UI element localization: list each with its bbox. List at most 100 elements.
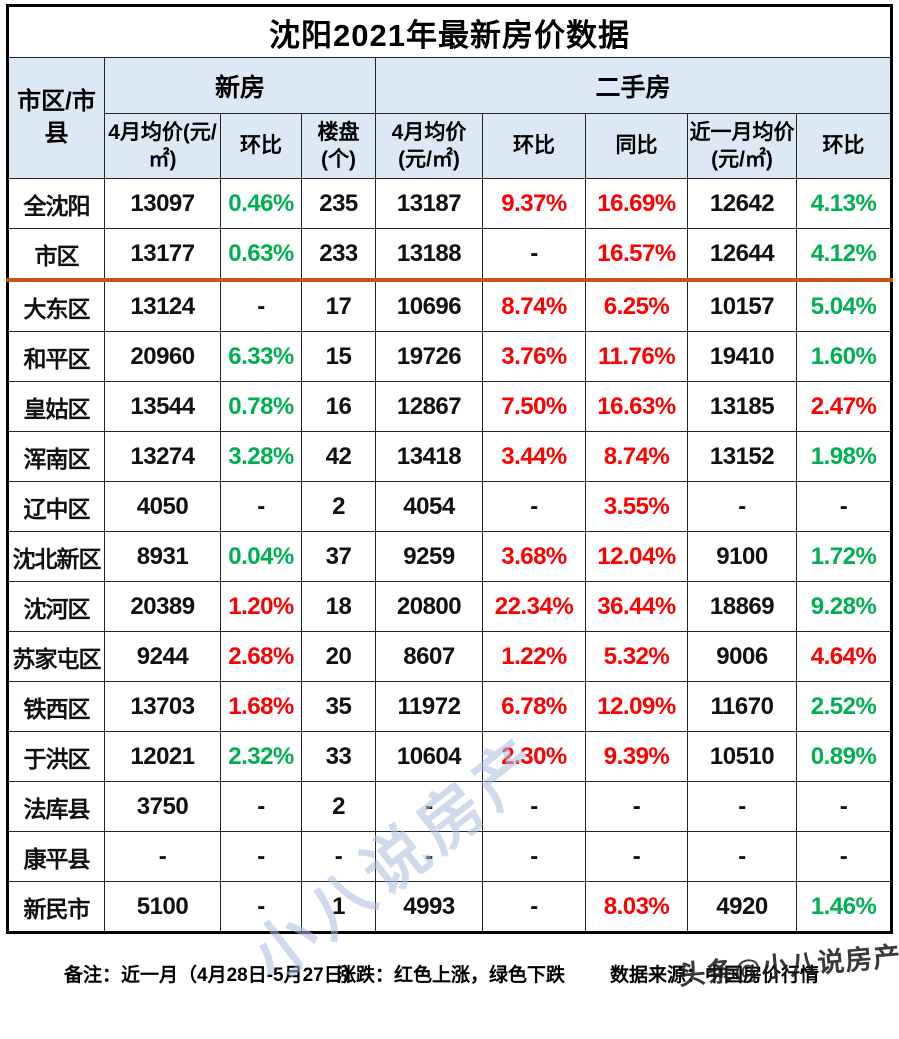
data-cell: 5.32% [585, 631, 688, 682]
data-cell: 2.47% [795, 381, 893, 432]
data-cell: 4920 [687, 881, 797, 933]
table-row: 辽中区 4050-2 4054-3.55% - - [7, 481, 893, 532]
region-name: 全沈阳 [7, 178, 105, 229]
column-header-row: 4月均价(元/㎡) 环比 楼盘(个) 4月均价(元/㎡) 环比 同比 近一月均价(元/㎡) 环… [8, 113, 893, 179]
region-name: 辽中区 [7, 481, 105, 532]
data-cell: - [687, 781, 797, 832]
data-cell: 1.72% [795, 531, 893, 582]
data-cell: 9006 [687, 631, 797, 682]
data-cell: 10157 [687, 279, 797, 332]
data-cell: 3750 [104, 781, 221, 832]
data-cell: - [375, 831, 483, 882]
data-cell: 0.78% [220, 381, 302, 432]
data-cell: 9.28% [795, 581, 893, 632]
data-cell: 1.22% [482, 631, 586, 682]
data-cell: 2.68% [220, 631, 302, 682]
data-cell: 4993 [375, 881, 483, 933]
column-header-2: 楼盘(个) [301, 113, 376, 179]
data-cell: 13097 [104, 178, 221, 229]
data-cell: - [482, 781, 586, 832]
region-name: 皇姑区 [7, 381, 105, 432]
data-cell: 9.37% [482, 178, 586, 229]
data-cell: 19410 [687, 331, 797, 382]
footer-legend: 涨跌：红色上涨，绿色下跌 [337, 965, 566, 986]
data-cell: 3.55% [585, 481, 688, 532]
data-cell: 35 [301, 681, 376, 732]
data-cell: 1.98% [795, 431, 893, 482]
region-name: 市区 [7, 228, 105, 282]
data-cell: 8.03% [585, 881, 688, 933]
group-header-new-homes: 新房 [104, 57, 376, 114]
data-cell: - [220, 881, 302, 933]
page: 沈阳2021年最新房价数据 市区/市县 新房 二手房 4月均价(元/㎡) 环比 楼盘… [6, 4, 899, 995]
data-cell: 22.34% [482, 581, 586, 632]
data-cell: - [482, 228, 586, 282]
data-cell: 16 [301, 381, 376, 432]
data-cell: 235 [301, 178, 376, 229]
data-cell: 42 [301, 431, 376, 482]
data-cell: 13185 [687, 381, 797, 432]
data-cell: 13188 [375, 228, 483, 282]
data-cell: 13703 [104, 681, 221, 732]
data-cell: 6.33% [220, 331, 302, 382]
footer-note: 备注：近一月（4月28日-5月27日） [64, 965, 362, 986]
data-cell: 0.89% [795, 731, 893, 782]
data-cell: 4054 [375, 481, 483, 532]
data-cell: - [301, 831, 376, 882]
data-cell: 3.68% [482, 531, 586, 582]
column-header-7: 环比 [795, 113, 893, 179]
data-cell: 15 [301, 331, 376, 382]
data-cell: 33 [301, 731, 376, 782]
data-cell: 2 [301, 481, 376, 532]
table-row: 法库县 3750-2- - - - - [7, 781, 893, 832]
data-cell: 20389 [104, 581, 221, 632]
data-cell: 18869 [687, 581, 797, 632]
data-cell: 3.28% [220, 431, 302, 482]
data-cell: 9244 [104, 631, 221, 682]
data-cell: - [795, 781, 893, 832]
data-cell: 233 [301, 228, 376, 282]
data-cell: 13152 [687, 431, 797, 482]
region-name: 法库县 [7, 781, 105, 832]
data-cell: 9100 [687, 531, 797, 582]
data-cell: - [482, 831, 586, 882]
data-cell: 0.46% [220, 178, 302, 229]
title-row: 沈阳2021年最新房价数据 [6, 5, 893, 58]
data-cell: - [795, 481, 893, 532]
data-cell: 11972 [375, 681, 483, 732]
table-row: 新民市 5100-1 4993-8.03% 4920 1.46% [7, 881, 893, 933]
column-header-6: 近一月均价(元/㎡) [687, 113, 797, 179]
table-row: 沈北新区 8931 0.04% 37 9259 3.68% 12.04% 9100 1.72% [7, 531, 893, 582]
data-cell: 10510 [687, 731, 797, 782]
data-cell: 10604 [375, 731, 483, 782]
data-cell: - [375, 781, 483, 832]
data-cell: 13187 [375, 178, 483, 229]
column-header-4: 环比 [482, 113, 586, 179]
data-cell: 8931 [104, 531, 221, 582]
data-cell: - [687, 831, 797, 882]
data-cell: 12867 [375, 381, 483, 432]
data-cell: 8607 [375, 631, 483, 682]
data-cell: 12.09% [585, 681, 688, 732]
data-cell: 16.69% [585, 178, 688, 229]
data-cell: 12642 [687, 178, 797, 229]
region-name: 新民市 [7, 881, 105, 933]
data-cell: 4050 [104, 481, 221, 532]
data-cell: 1 [301, 881, 376, 933]
data-cell: 4.64% [795, 631, 893, 682]
column-header-5: 同比 [585, 113, 688, 179]
column-header-0: 4月均价(元/㎡) [104, 113, 221, 179]
table-row: 铁西区 13703 1.68% 35 11972 6.78% 12.09% 11670 2.52… [7, 681, 893, 732]
page-title: 沈阳2021年最新房价数据 [6, 5, 893, 58]
table-row: 于洪区 12021 2.32% 33 10604 2.30% 9.39% 10510 0.89% [7, 731, 893, 782]
data-cell: 20 [301, 631, 376, 682]
footer-source: 数据来源：中国房价行情 [610, 965, 820, 986]
data-cell: 2 [301, 781, 376, 832]
data-cell: 19726 [375, 331, 483, 382]
region-name: 于洪区 [7, 731, 105, 782]
data-cell: 16.57% [585, 228, 688, 282]
data-cell: 3.44% [482, 431, 586, 482]
region-name: 康平县 [7, 831, 105, 882]
data-cell: 2.30% [482, 731, 586, 782]
table-row: 浑南区 13274 3.28% 42 13418 3.44% 8.74% 13152 1.98% [7, 431, 893, 482]
